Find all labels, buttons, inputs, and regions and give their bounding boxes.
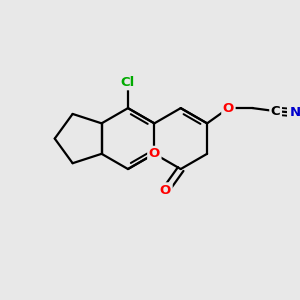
Text: N: N: [290, 106, 300, 119]
Text: C: C: [271, 105, 281, 118]
Text: O: O: [149, 147, 160, 160]
Text: O: O: [223, 102, 234, 115]
Text: Cl: Cl: [121, 76, 135, 89]
Text: O: O: [160, 184, 171, 197]
